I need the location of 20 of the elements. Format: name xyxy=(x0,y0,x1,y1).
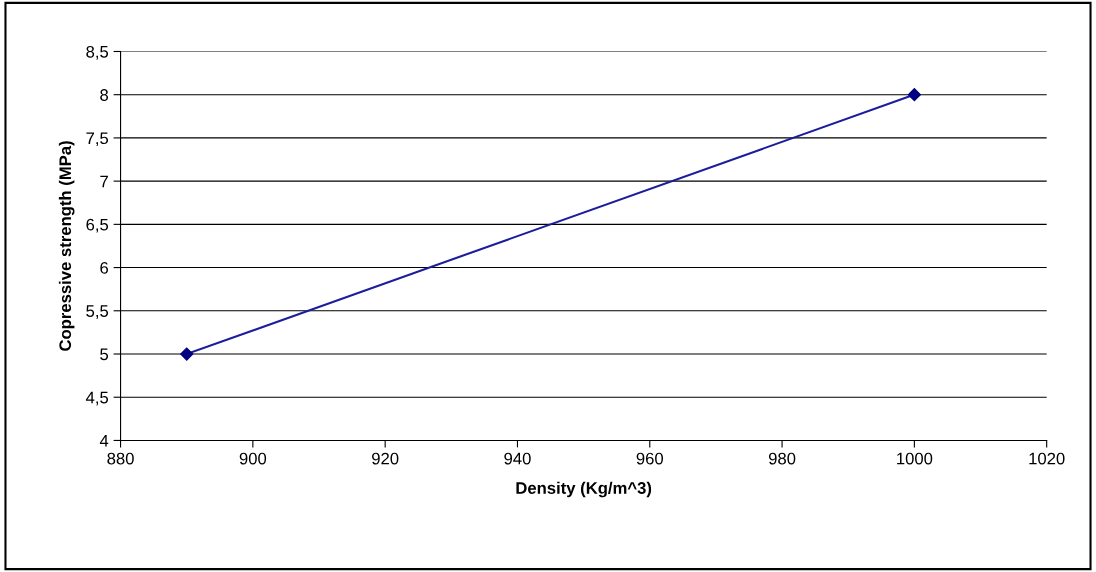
y-tick-label: 5,5 xyxy=(86,305,109,319)
y-tick-label: 4 xyxy=(99,435,109,447)
y-tick-label: 6,5 xyxy=(86,218,109,233)
x-tick-label: 900 xyxy=(239,452,267,465)
y-axis-title: Copressive strength (MPa) xyxy=(58,141,75,351)
y-tick-label: 8 xyxy=(100,89,109,101)
y-tick-label: 5 xyxy=(100,348,109,361)
x-tick-label: 920 xyxy=(372,452,399,465)
y-tick-label: 7,5 xyxy=(86,132,109,147)
x-tick-label: 1020 xyxy=(1029,452,1065,465)
y-tick-label: 7 xyxy=(100,175,108,188)
y-tick-label: 6 xyxy=(100,261,109,274)
y-tick-label: 8,5 xyxy=(86,45,109,60)
x-tick-label: 1000 xyxy=(897,452,933,465)
x-tick-label: 880 xyxy=(107,452,134,465)
x-tick-label: 940 xyxy=(504,452,531,465)
y-tick-label: 4,5 xyxy=(85,391,109,406)
x-axis-title: Density (Kg/m^3) xyxy=(516,481,652,498)
x-tick-label: 960 xyxy=(636,452,664,465)
x-tick-label: 980 xyxy=(768,452,796,465)
